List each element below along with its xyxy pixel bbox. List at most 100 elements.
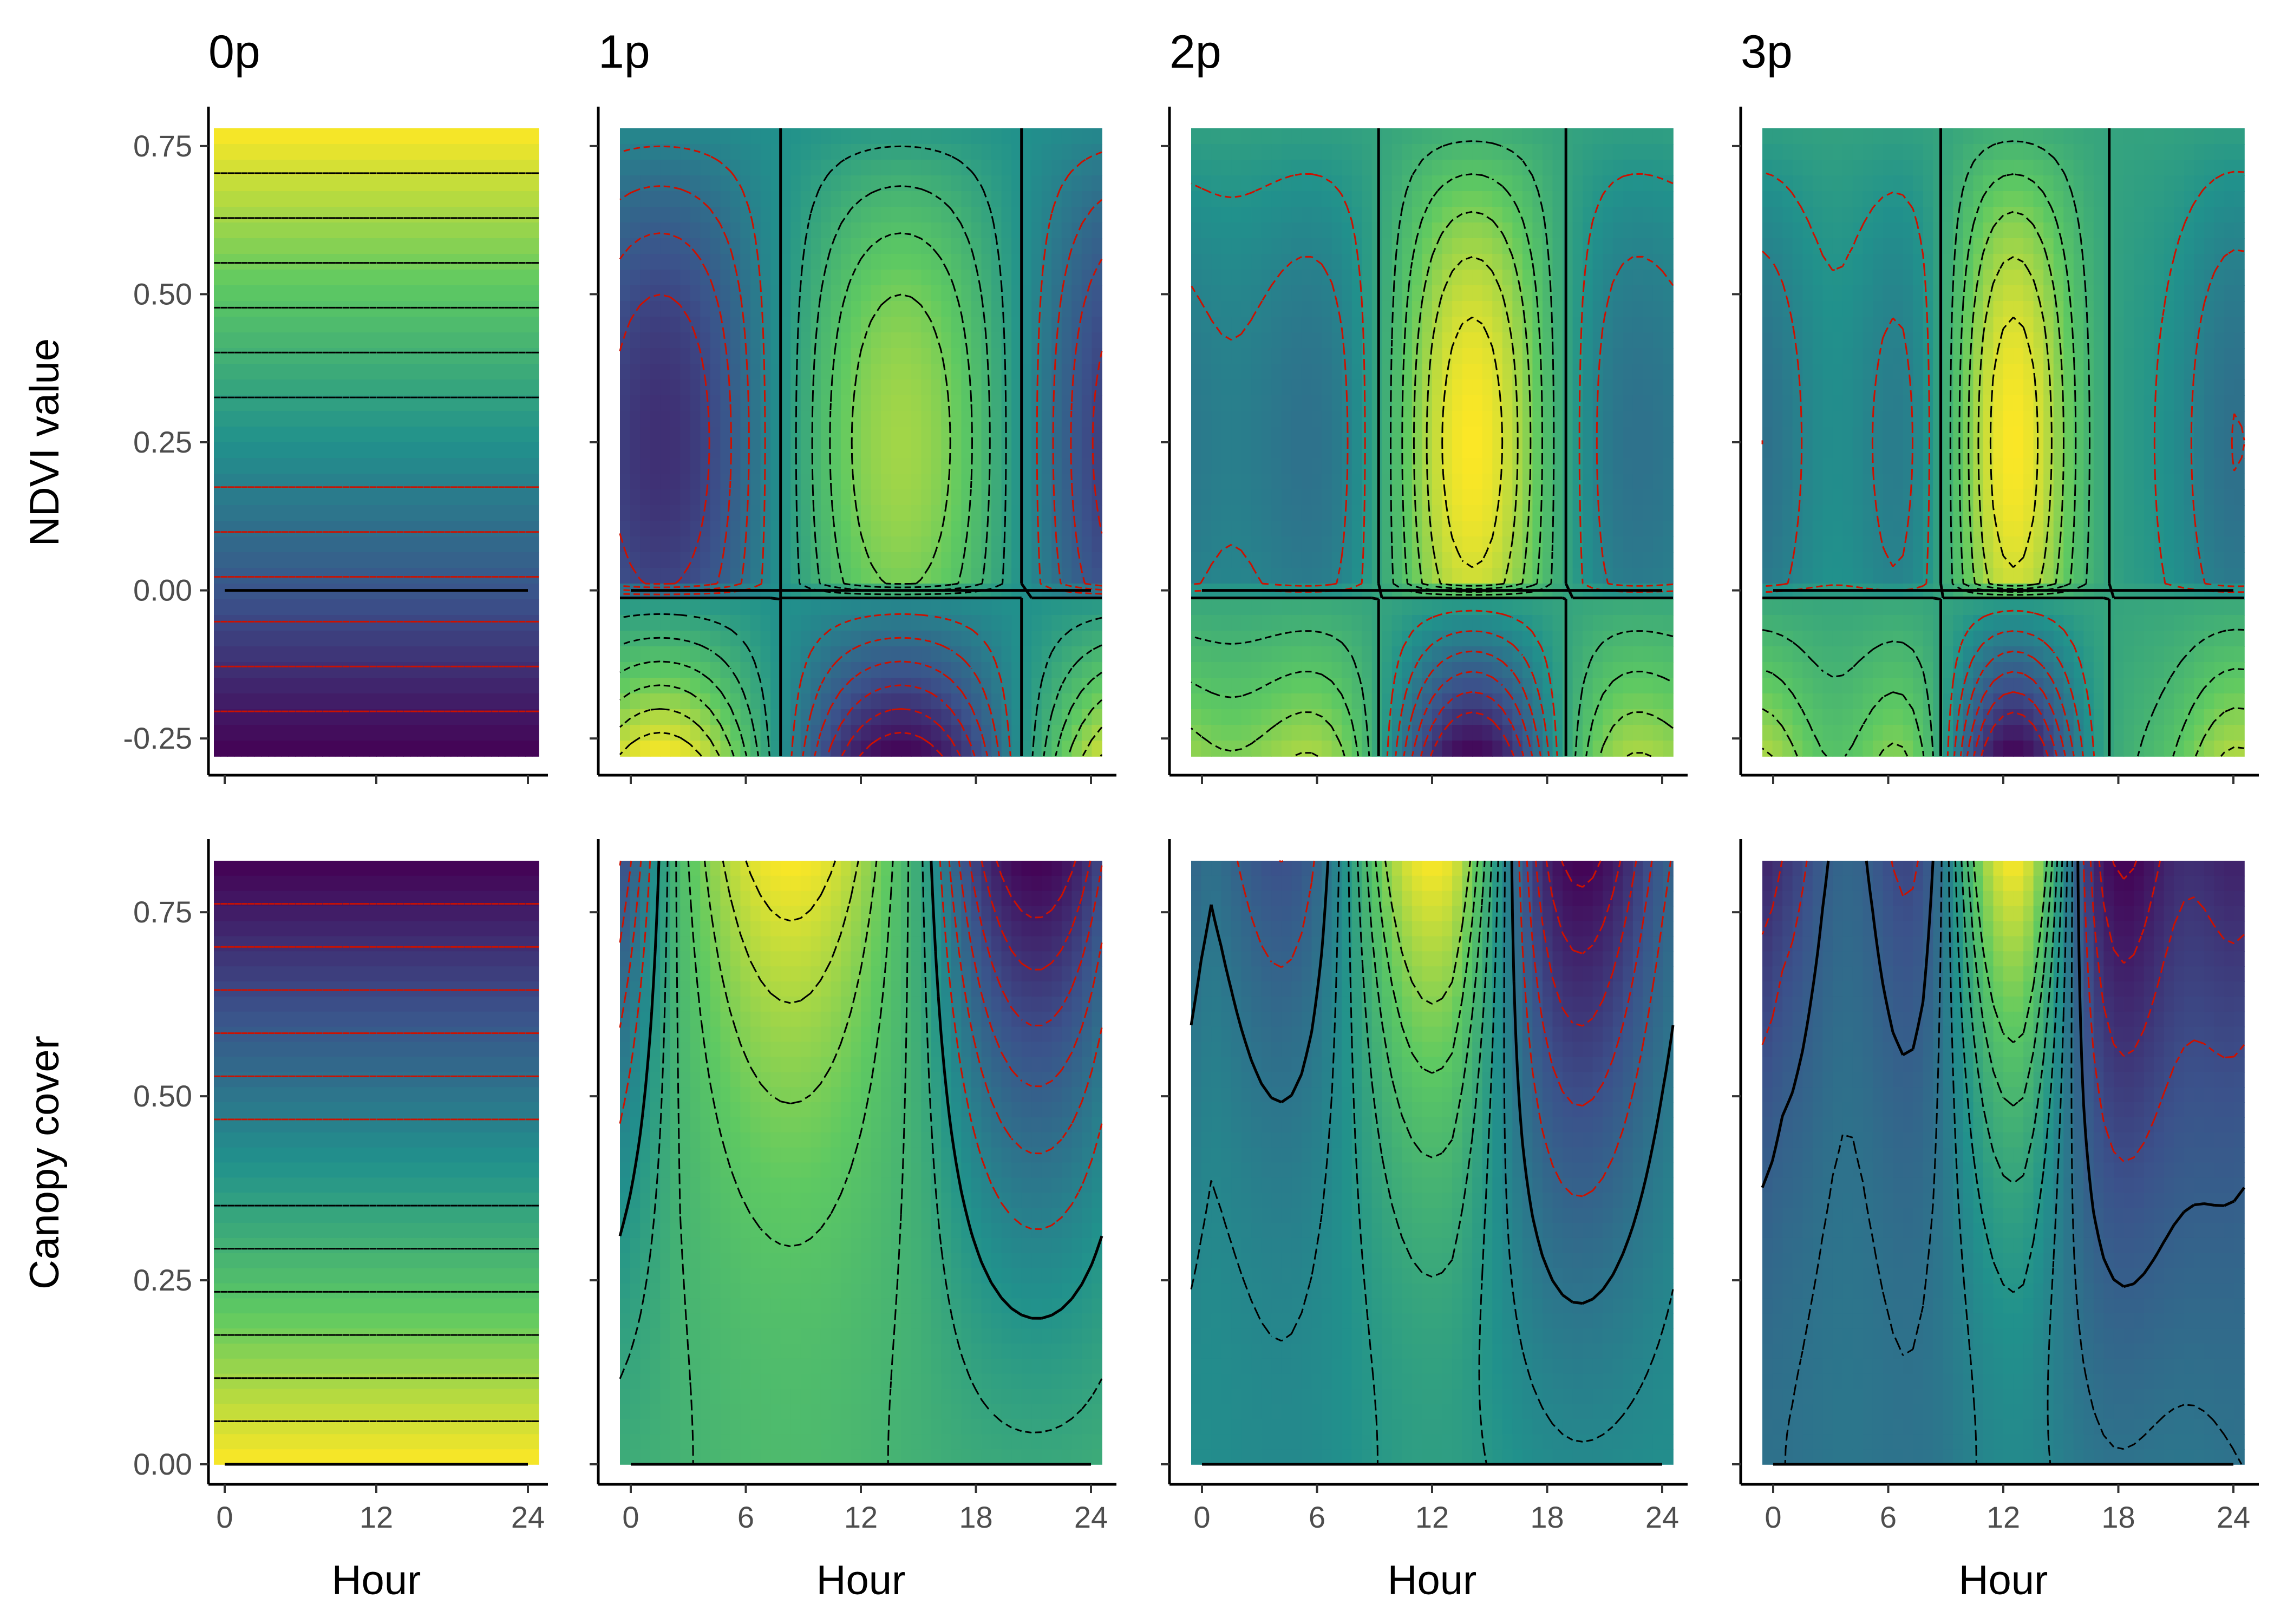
heatmap-cell	[1322, 379, 1332, 396]
heatmap-cell	[1502, 128, 1513, 145]
heatmap-cell	[740, 270, 751, 286]
heatmap-cell	[356, 599, 363, 615]
heatmap-cell	[1472, 332, 1483, 349]
heatmap-cell	[254, 348, 262, 364]
heatmap-cell	[532, 631, 539, 647]
heatmap-cell	[1623, 458, 1633, 474]
heatmap-cell	[1092, 128, 1102, 145]
heatmap-cell	[1502, 395, 1513, 411]
heatmap-cell	[1442, 254, 1453, 270]
heatmap-cell	[921, 536, 932, 553]
heatmap-cell	[383, 222, 390, 239]
heatmap-cell	[1092, 270, 1102, 286]
heatmap-cell	[790, 128, 801, 145]
heatmap-cell	[790, 175, 801, 192]
heatmap-cell	[485, 662, 492, 678]
heatmap-cell	[478, 646, 485, 663]
heatmap-cell	[1492, 379, 1503, 396]
heatmap-cell	[710, 332, 721, 349]
heatmap-cell	[336, 489, 343, 506]
heatmap-cell	[1512, 301, 1523, 317]
heatmap-cell	[322, 191, 330, 207]
heatmap-cell	[620, 270, 631, 286]
heatmap-cell	[1512, 222, 1523, 239]
heatmap-cell	[430, 207, 438, 223]
heatmap-cell	[971, 458, 982, 474]
heatmap-cell	[1001, 332, 1012, 349]
heatmap-cell	[309, 489, 316, 506]
heatmap-cell	[403, 254, 411, 270]
heatmap-cell	[1041, 568, 1053, 584]
heatmap-cell	[336, 348, 343, 364]
heatmap-cell	[369, 725, 377, 741]
heatmap-cell	[1271, 379, 1282, 396]
heatmap-cell	[458, 615, 465, 631]
heatmap-cell	[650, 270, 661, 286]
heatmap-cell	[1632, 128, 1644, 145]
heatmap-cell	[512, 442, 519, 459]
heatmap-cell	[861, 175, 872, 192]
heatmap-cell	[730, 678, 741, 694]
heatmap-cell	[471, 631, 479, 647]
heatmap-cell	[660, 270, 671, 286]
heatmap-cell	[1311, 254, 1322, 270]
heatmap-cell	[376, 364, 384, 380]
heatmap-cell	[478, 693, 485, 710]
heatmap-cell	[349, 317, 357, 333]
heatmap-cell	[254, 725, 262, 741]
heatmap-cell	[464, 238, 472, 254]
heatmap-cell	[1362, 411, 1373, 427]
heatmap-cell	[518, 536, 526, 553]
heatmap-cell	[1281, 285, 1292, 302]
heatmap-cell	[1001, 348, 1012, 364]
heatmap-cell	[1472, 474, 1483, 490]
heatmap-cell	[750, 693, 761, 710]
heatmap-cell	[971, 207, 982, 223]
heatmap-cell	[410, 427, 417, 443]
heatmap-cell	[241, 631, 249, 647]
heatmap-cell	[1492, 332, 1503, 349]
heatmap-cell	[471, 568, 479, 584]
heatmap-cell	[450, 411, 458, 427]
heatmap-cell	[861, 395, 872, 411]
heatmap-cell	[403, 364, 411, 380]
heatmap-cell	[241, 160, 249, 176]
heatmap-cell	[1351, 411, 1363, 427]
heatmap-cell	[1061, 128, 1073, 145]
heatmap-cell	[1041, 411, 1053, 427]
heatmap-cell	[941, 536, 952, 553]
heatmap-cell	[750, 301, 761, 317]
heatmap-cell	[1362, 458, 1373, 474]
heatmap-cell	[396, 175, 404, 192]
heatmap-cell	[525, 332, 533, 349]
heatmap-cell	[437, 160, 445, 176]
heatmap-cell	[227, 379, 235, 396]
heatmap-cell	[214, 505, 221, 521]
heatmap-cell	[1221, 332, 1232, 349]
heatmap-cell	[700, 285, 711, 302]
heatmap-cell	[349, 568, 357, 584]
heatmap-cell	[981, 489, 992, 506]
heatmap-cell	[811, 599, 821, 615]
heatmap-cell	[1472, 427, 1483, 443]
heatmap-cell	[680, 128, 691, 145]
heatmap-cell	[1051, 207, 1062, 223]
heatmap-cell	[227, 270, 235, 286]
heatmap-cell	[505, 285, 512, 302]
heatmap-cell	[1592, 222, 1604, 239]
heatmap-cell	[1652, 458, 1664, 474]
heatmap-cell	[525, 348, 533, 364]
heatmap-cell	[227, 191, 235, 207]
heatmap-cell	[851, 678, 861, 694]
heatmap-cell	[1542, 458, 1553, 474]
heatmap-cell	[309, 207, 316, 223]
heatmap-cell	[750, 615, 761, 631]
heatmap-cell	[891, 662, 901, 678]
heatmap-cell	[336, 332, 343, 349]
heatmap-cell	[1382, 191, 1393, 207]
heatmap-cell	[1342, 128, 1352, 145]
heatmap-cell	[282, 364, 289, 380]
heatmap-cell	[458, 207, 465, 223]
heatmap-cell	[831, 615, 841, 631]
heatmap-cell	[363, 207, 370, 223]
